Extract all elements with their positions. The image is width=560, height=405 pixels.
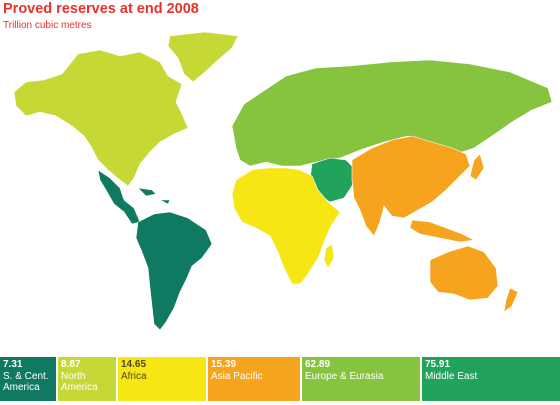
legend-item-asia-pacific: 15.39 Asia Pacific <box>208 357 300 401</box>
legend-marker <box>83 357 93 363</box>
legend-marker <box>486 357 496 363</box>
map-region-south-america <box>135 211 213 331</box>
world-map <box>13 31 553 331</box>
page-subtitle: Trillion cubic metres <box>3 20 92 31</box>
legend-value: 8.87 <box>61 359 81 370</box>
legend-label: North America <box>61 371 98 393</box>
legend-value: 62.89 <box>305 359 331 370</box>
legend: 7.31 S. & Cent. America 8.87 North Ameri… <box>0 351 560 401</box>
map-region-asia-pacific <box>351 135 471 237</box>
page-title: Proved reserves at end 2008 <box>3 1 199 17</box>
map-region-indonesia <box>409 219 475 243</box>
legend-marker <box>157 357 167 363</box>
legend-item-north-america: 8.87 North America <box>58 357 116 401</box>
legend-value: 15.39 <box>211 359 237 370</box>
legend-value: 75.91 <box>425 359 451 370</box>
legend-item-sc-america: 7.31 S. & Cent. America <box>0 357 56 401</box>
legend-item-europe-eurasia: 62.89 Europe & Eurasia <box>302 357 420 401</box>
legend-label: Middle East <box>425 371 478 382</box>
map-region-africa <box>231 167 341 285</box>
legend-value: 14.65 <box>121 359 147 370</box>
legend-marker <box>356 357 366 363</box>
map-region-caribbean <box>137 187 171 205</box>
legend-item-africa: 14.65 Africa <box>118 357 206 401</box>
legend-label: Europe & Eurasia <box>305 371 384 382</box>
map-region-japan <box>469 153 485 181</box>
legend-item-middle-east: 75.91 Middle East <box>422 357 560 401</box>
map-region-australia <box>429 245 499 301</box>
legend-label: Africa <box>121 371 147 382</box>
legend-marker <box>23 357 33 363</box>
map-region-europe-eurasia <box>231 59 553 167</box>
legend-label: Asia Pacific <box>211 371 263 382</box>
legend-marker <box>249 357 259 363</box>
map-region-madagascar <box>323 243 335 269</box>
map-region-central-america <box>97 169 141 225</box>
legend-label: S. & Cent. America <box>3 371 49 393</box>
map-region-north-america <box>13 49 189 187</box>
map-region-new-zealand <box>503 287 519 313</box>
map-region-greenland <box>167 31 239 83</box>
legend-value: 7.31 <box>3 359 23 370</box>
